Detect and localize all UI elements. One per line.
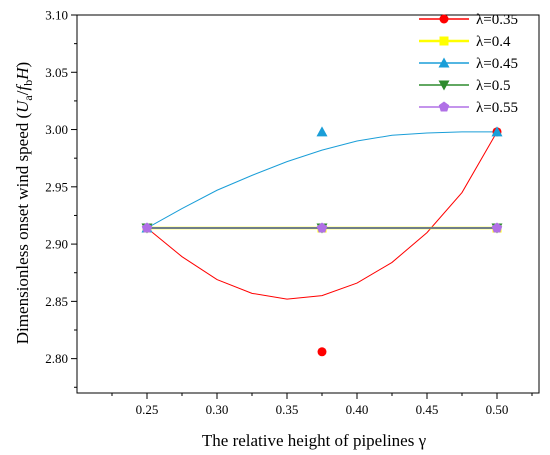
legend-marker [439,14,449,24]
series-points [141,126,503,357]
y-axis-ticks: 2.80 2.85 2.90 2.95 3.00 3.05 3.10 [45,8,77,388]
x-axis-ticks: 0.25 0.30 0.35 0.40 0.45 0.50 [111,393,533,417]
x-tick-label: 0.30 [206,402,229,417]
series-3-point [491,126,503,137]
x-tick-label: 0.50 [486,402,509,417]
legend-marker [438,80,450,91]
y-tick-label: 2.80 [45,351,68,366]
legend-label: λ=0.5 [476,78,510,94]
y-tick-label: 3.00 [45,122,68,137]
legend: λ=0.35 λ=0.4 λ=0.45 λ=0.5 λ=0.55 [419,12,518,116]
legend-marker [439,36,449,46]
series-5-point [491,222,503,233]
y-tick-label: 2.90 [45,237,68,252]
plot-border [76,14,540,394]
series-line-3 [146,131,497,229]
legend-label: λ=0.35 [476,12,518,28]
series-curves [146,131,498,300]
series-line-1 [146,131,498,300]
series-3-point [316,126,328,137]
series-5-point [316,222,328,233]
series-1-point [317,347,327,357]
y-tick-label: 3.05 [45,65,68,80]
x-tick-label: 0.35 [276,402,299,417]
y-tick-label: 2.95 [45,179,68,194]
x-tick-label: 0.25 [136,402,159,417]
x-axis-title: The relative height of pipelines γ [202,431,427,450]
legend-label: λ=0.4 [476,34,511,50]
legend-label: λ=0.55 [476,100,518,116]
legend-marker [438,101,450,112]
series-5-point [141,222,153,233]
y-tick-label: 3.10 [45,8,68,23]
legend-label: λ=0.45 [476,56,518,72]
y-tick-label: 2.85 [45,294,68,309]
legend-marker [438,57,450,68]
x-tick-label: 0.40 [346,402,369,417]
plot-frame [76,14,540,394]
x-tick-label: 0.45 [416,402,439,417]
y-axis-title: Dimensionless onset wind speed (Ua/fbH) [13,62,35,344]
